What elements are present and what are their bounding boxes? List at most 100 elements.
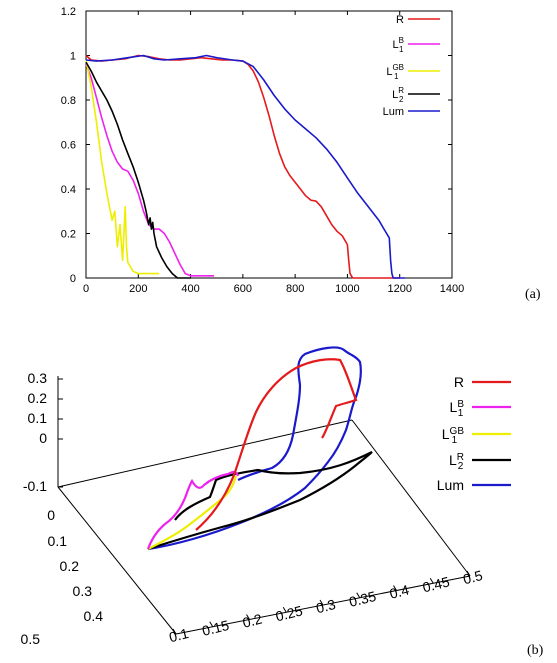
- chart-a: 0 200 400 600 800 1000 1200 1400 0 0.2 0.4 0.6 0.8 1…: [61, 6, 541, 302]
- plot-frame-a: [85, 10, 453, 279]
- series-lines-a: [85, 54, 405, 279]
- legend-label-a-0-base: R: [396, 14, 404, 26]
- x-tick-label-b: 0.45: [421, 573, 452, 595]
- legend-label-b-2-base: L: [442, 426, 450, 442]
- series-line-b-lb1: [146, 470, 240, 550]
- legend-label-a-2: LGB 1: [386, 63, 404, 81]
- legend-label-b-3-base: L: [449, 452, 457, 468]
- series-line-a-4: [85, 54, 405, 279]
- y-tick-label-a: 0.2: [61, 229, 76, 241]
- legend-label-b-2: LGB 1: [442, 426, 465, 446]
- legend-label-a-2-base: L: [386, 66, 392, 78]
- x-tick-label-a: 1000: [335, 283, 359, 295]
- x-tick-mark-b: [209, 621, 214, 628]
- series-line-b-lum: [147, 346, 362, 551]
- x-tick-label-b: 0.25: [274, 602, 305, 624]
- legend-label-b-1: LB 1: [450, 399, 465, 419]
- top-back-line: [57, 419, 353, 488]
- panel-label-b: (b): [527, 643, 544, 658]
- x-tick-mark-b: [393, 585, 397, 591]
- x-tick-mark-b: [172, 628, 177, 635]
- series-line-b-r: [195, 358, 358, 531]
- x-tick-label-b: 0.15: [200, 617, 231, 639]
- series-line-a-2: [85, 59, 160, 275]
- legend-label-b-1-base: L: [450, 399, 458, 415]
- legend-label-a-1-base: L: [393, 39, 399, 51]
- legend-label-a-3-sup: R: [398, 86, 404, 95]
- x-ticks-a: 0 200 400 600 800 1000 1200 1400: [83, 11, 464, 295]
- legend-label-a-1-sub: 1: [399, 45, 404, 54]
- legend-label-a-1: LB 1: [393, 36, 405, 54]
- x-tick-mark-b: [429, 577, 434, 584]
- legend-label-a-2-sup: GB: [392, 63, 404, 72]
- y-tick-label-b: 0.1: [48, 533, 68, 549]
- x-tick-label-a: 0: [83, 283, 89, 295]
- z-tick-label-b: 0.2: [28, 390, 48, 406]
- series-line-a-0: [85, 54, 400, 279]
- z-tick-label-b: 0: [39, 430, 47, 446]
- legend-label-b-4: Lum: [437, 477, 464, 493]
- y-tick-label-a: 1.2: [61, 6, 76, 18]
- y-tick-label-a: 0.4: [61, 184, 76, 196]
- x-tick-label-a: 1400: [440, 283, 464, 295]
- x-tick-label-a: 200: [129, 283, 147, 295]
- z-tick-label-b: 0.1: [28, 410, 48, 426]
- y-tick-label-b: 0.5: [21, 631, 41, 647]
- y-tick-label-a: 0.8: [61, 95, 76, 107]
- x-tick-label-a: 600: [234, 283, 252, 295]
- x-tick-label-b: 0.1: [167, 625, 190, 645]
- legend-label-b-2-sub: 1: [452, 435, 458, 446]
- series-line-b-lgb1: [147, 475, 238, 550]
- legend-label-b-3-sup: R: [457, 452, 464, 463]
- chart-b: 0.30.20.10-0.1 00.10.20.30.40.5 0.1 0.15 0…: [21, 346, 544, 658]
- legend-label-a-4-base: Lum: [383, 106, 404, 118]
- y-ticks-b: 0 0.1 0.2 0.3 0.4 0.5: [21, 507, 104, 647]
- legend-label-b-1-sup: B: [457, 399, 464, 410]
- x-tick-label-a: 800: [286, 283, 304, 295]
- x-tick-mark-b: [246, 614, 250, 620]
- left-base-line: [57, 486, 177, 635]
- y-tick-label-b: 0: [47, 507, 55, 523]
- y-ticks-a: 0 0.2 0.4 0.6 0.8 1 1.2: [61, 6, 452, 285]
- legend-label-a-3: LR 2: [392, 86, 404, 104]
- legend-label-a-4: Lum: [383, 106, 404, 118]
- legend-label-a-3-sub: 2: [399, 95, 404, 104]
- x-tick-mark-b: [319, 599, 324, 606]
- legend-label-a-3-base: L: [392, 89, 398, 101]
- legend-label-b-2-sup: GB: [450, 426, 465, 437]
- legend-label-a-1-sup: B: [399, 36, 404, 45]
- y-tick-label-a: 1: [70, 51, 76, 63]
- z-tick-label-b: -0.1: [23, 478, 47, 494]
- legend-label-b-0: R: [454, 374, 464, 390]
- x-tick-mark-b: [282, 606, 287, 613]
- legend-label-a-2-sub: 1: [394, 72, 399, 81]
- x-tick-label-a: 1200: [387, 283, 411, 295]
- panel-label-a: (a): [525, 287, 541, 302]
- legend-label-b-3-sub: 2: [458, 461, 464, 472]
- legend-label-a-0: R: [396, 14, 404, 26]
- y-tick-label-b: 0.2: [60, 558, 80, 574]
- legend-label-b-0-base: R: [454, 374, 464, 390]
- x-tick-mark-b: [466, 570, 471, 577]
- right-back-line: [351, 419, 471, 577]
- y-tick-label-b: 0.3: [73, 583, 93, 599]
- legend-label-b-4-base: Lum: [437, 477, 464, 493]
- x-tick-label-b: 0.5: [461, 567, 484, 587]
- x-tick-label-b: 0.2: [241, 610, 264, 630]
- legend-label-b-3: LR 2: [449, 452, 464, 472]
- x-tick-label-b: 0.3: [314, 596, 337, 616]
- series-line-b-lr2: [147, 451, 373, 551]
- x-ticks-b: 0.1 0.15 0.2 0.25 0.3 0.35 0.4 0.45 0.5: [167, 567, 484, 645]
- z-tick-label-b: 0.3: [28, 370, 48, 386]
- x-tick-label-b: 0.4: [388, 581, 411, 601]
- z-ticks-b: 0.3 0.2 0.1 0 -0.1: [23, 370, 63, 494]
- y-tick-label-a: 0: [70, 273, 76, 285]
- series-line-a-3: [85, 61, 191, 279]
- y-tick-label-b: 0.4: [84, 608, 104, 624]
- series-line-a-1: [85, 64, 215, 277]
- x-tick-label-a: 400: [181, 283, 199, 295]
- x-tick-label-b: 0.35: [347, 588, 378, 610]
